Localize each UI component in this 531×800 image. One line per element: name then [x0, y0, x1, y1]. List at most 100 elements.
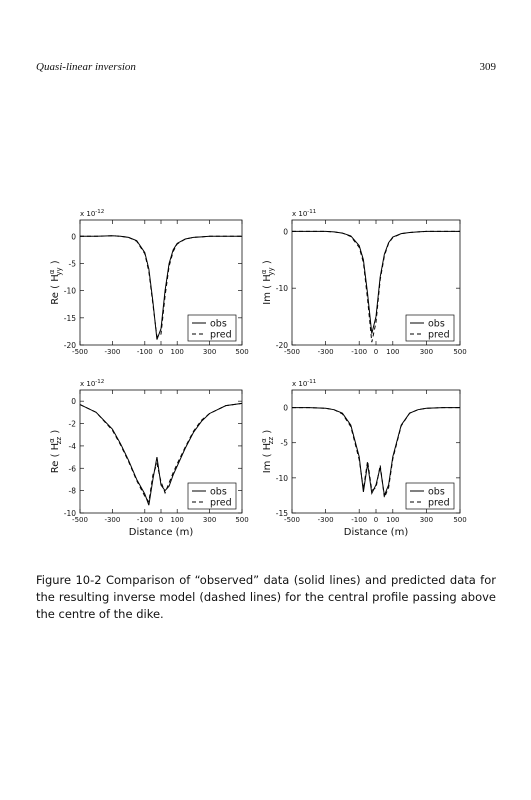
y-tick-label: -2 [69, 420, 77, 429]
y-tick-label: -10 [276, 284, 288, 293]
x-tick-label: -100 [351, 516, 367, 524]
ylabel-sup: α [260, 438, 268, 443]
legend-label: obs [428, 319, 445, 330]
data-line [292, 407, 460, 498]
x-tick-label: 100 [386, 516, 399, 524]
y-tick-label: -5 [69, 259, 77, 268]
legend-box [187, 314, 237, 342]
legend-label: obs [428, 487, 445, 498]
multiplier-exponent: -12 [95, 209, 104, 215]
x-tick-label: 100 [171, 516, 184, 524]
x-tick-label: 0 [374, 348, 378, 356]
x-axis-label: Distance (m) [344, 527, 409, 538]
x-tick-label: 100 [386, 348, 399, 356]
x-tick-label: -100 [351, 348, 367, 356]
legend-box [187, 482, 237, 510]
x-tick-label: 0 [159, 348, 163, 356]
y-axis-label: Im ( Hαzz ) [260, 430, 275, 474]
multiplier-base: x 10 [292, 210, 307, 218]
x-tick-label: 100 [171, 348, 184, 356]
ylabel-sub: yy [267, 267, 275, 275]
legend-label: obs [210, 319, 227, 330]
y-tick-label: -10 [64, 509, 76, 518]
x-tick-label: 500 [235, 348, 248, 356]
multiplier-base: x 10 [80, 380, 95, 388]
x-tick-label: 500 [453, 348, 466, 356]
legend-label: pred [428, 498, 450, 509]
ylabel-sub: yy [55, 267, 63, 275]
y-tick-label: 0 [71, 232, 76, 241]
x-tick-label: -500 [284, 348, 300, 356]
axis-multiplier: x 10-12 [80, 209, 104, 218]
x-tick-label: 300 [420, 516, 433, 524]
data-line [292, 407, 460, 500]
x-tick-label: -100 [137, 516, 153, 524]
x-axis-label: Distance (m) [129, 527, 194, 538]
running-title: Quasi-linear inversion [36, 61, 136, 73]
axis-multiplier: x 10-12 [80, 379, 104, 388]
x-tick-label: -300 [104, 348, 120, 356]
legend-label: pred [428, 330, 450, 341]
multiplier-base: x 10 [292, 380, 307, 388]
ylabel-end: ) [50, 430, 61, 437]
axis-multiplier: x 10-11 [292, 209, 316, 218]
ylabel-main: Im ( H [262, 274, 273, 304]
x-tick-label: 0 [374, 516, 378, 524]
multiplier-exponent: -12 [95, 379, 104, 385]
ylabel-end: ) [262, 260, 273, 267]
x-tick-label: 0 [159, 516, 163, 524]
ylabel-sub: zz [55, 437, 63, 445]
ylabel-main: Re ( H [50, 443, 61, 473]
legend-label: obs [210, 487, 227, 498]
x-tick-label: -300 [318, 516, 334, 524]
y-axis-label: Im ( Hαyy ) [260, 260, 275, 305]
y-tick-label: -10 [276, 474, 288, 483]
axis-multiplier: x 10-11 [292, 379, 316, 388]
data-line [292, 230, 460, 343]
y-tick-label: 0 [283, 404, 288, 413]
ylabel-sub: zz [267, 437, 275, 445]
x-tick-label: 500 [235, 516, 248, 524]
x-tick-label: 300 [203, 348, 216, 356]
x-tick-label: -500 [72, 516, 88, 524]
x-tick-label: 500 [453, 516, 466, 524]
x-tick-label: 300 [203, 516, 216, 524]
y-tick-label: -20 [64, 341, 76, 350]
x-tick-label: -300 [318, 348, 334, 356]
x-tick-label: -100 [137, 348, 153, 356]
y-tick-label: -15 [64, 314, 76, 323]
ylabel-end: ) [262, 430, 273, 437]
y-tick-label: -10 [64, 287, 76, 296]
legend-box [405, 314, 455, 342]
y-tick-label: 0 [71, 397, 76, 406]
y-tick-label: -6 [69, 464, 77, 473]
ylabel-main: Im ( H [262, 443, 273, 473]
y-tick-label: -15 [276, 509, 288, 518]
y-tick-label: -5 [281, 439, 289, 448]
x-tick-label: 300 [420, 348, 433, 356]
y-axis-label: Re ( Hαzz ) [48, 430, 63, 474]
multiplier-base: x 10 [80, 210, 95, 218]
legend-box [405, 482, 455, 510]
ylabel-sup: α [260, 269, 268, 274]
y-tick-label: -4 [69, 442, 77, 451]
ylabel-sup: α [48, 269, 56, 274]
x-tick-label: -300 [104, 516, 120, 524]
y-tick-label: 0 [283, 227, 288, 236]
legend-label: pred [210, 498, 232, 509]
ylabel-end: ) [50, 260, 61, 267]
y-axis-label: Re ( Hαyy ) [48, 260, 63, 305]
data-line [79, 402, 243, 504]
ylabel-sup: α [48, 438, 56, 443]
page-number: 309 [480, 61, 497, 73]
legend-label: pred [210, 330, 232, 341]
y-tick-label: -8 [69, 487, 77, 496]
x-tick-label: -500 [72, 348, 88, 356]
data-line [80, 235, 242, 338]
multiplier-exponent: -11 [307, 209, 316, 215]
figure-caption: Figure 10-2 Comparison of “observed” dat… [36, 573, 496, 621]
y-tick-label: -20 [276, 341, 288, 350]
x-tick-label: -500 [284, 516, 300, 524]
